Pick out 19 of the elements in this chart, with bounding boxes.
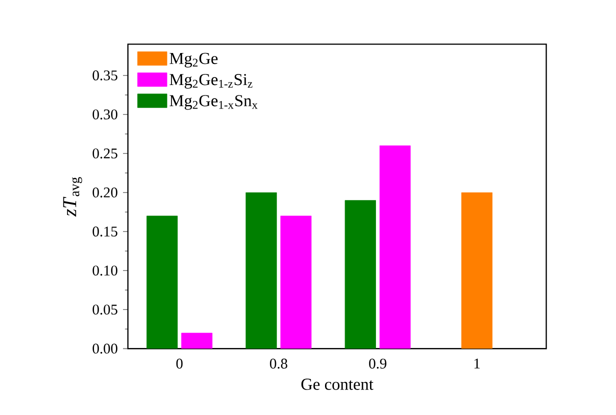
legend-label: Mg$_{2}$Ge$_{1-z}$Si$_{z}$ — [170, 74, 252, 88]
bar — [380, 145, 411, 348]
y-tick-label: 0.10 — [92, 265, 118, 276]
y-tick-label: 0.35 — [92, 70, 118, 80]
x-tick-label: 0 — [176, 358, 183, 368]
legend-label: Mg$_{2}$Ge$_{1-x}$Sn$_{x}$ — [170, 94, 258, 110]
x-tick-label: 1 — [474, 358, 480, 368]
x-tick-label: 0.9 — [369, 358, 386, 368]
y-tick-label: 0.15 — [92, 226, 118, 236]
x-axis-title: Ge content — [301, 378, 374, 390]
y-tick-label: 0.00 — [92, 343, 118, 354]
y-tick-label: 0.05 — [92, 304, 118, 314]
y-axis-title: zT$_{avg}$ — [63, 176, 82, 216]
y-tick-label: 0.30 — [92, 109, 118, 120]
legend-label: Mg$_{2}$Ge — [170, 52, 218, 68]
x-tick-label: 0.8 — [270, 358, 288, 368]
y-tick-label: 0.20 — [92, 187, 118, 198]
y-tick-label: 0.25 — [92, 148, 118, 158]
bar — [246, 192, 277, 348]
